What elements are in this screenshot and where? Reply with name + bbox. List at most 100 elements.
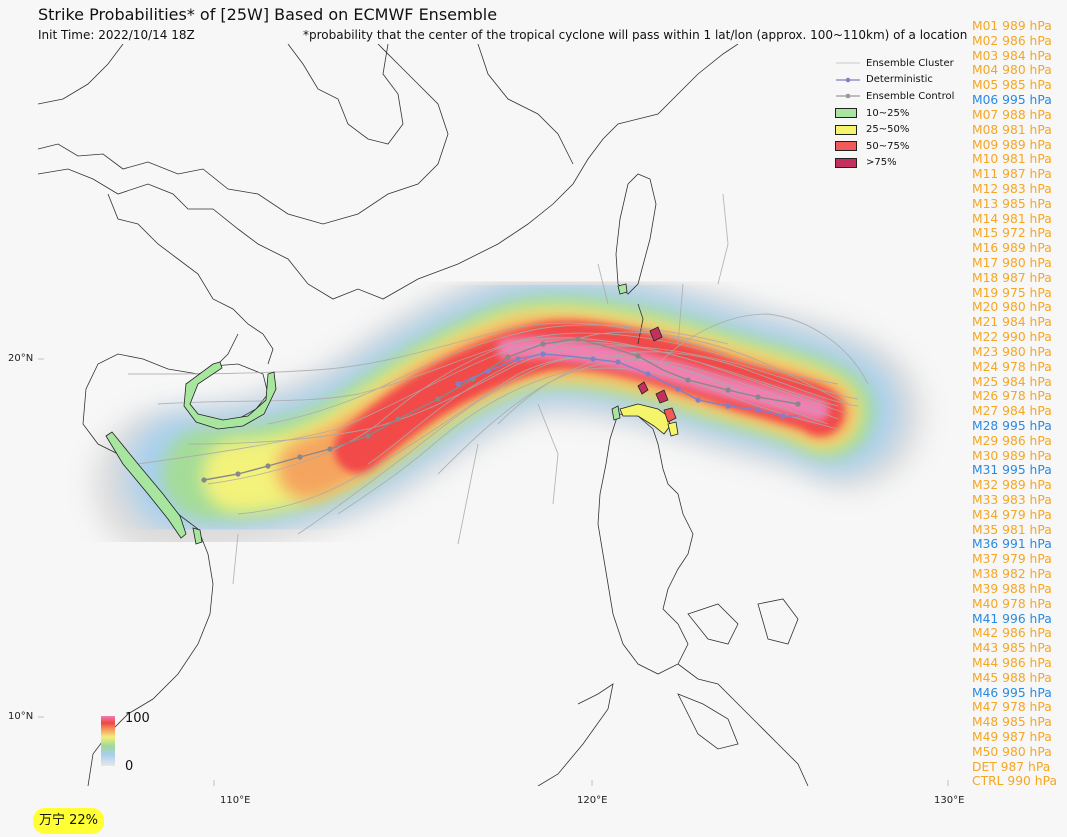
legend-label: 50~75%: [866, 140, 910, 152]
member-pressure-item: M46 995 hPa: [972, 685, 1052, 700]
legend-label: 10~25%: [866, 107, 910, 119]
member-pressure-item: M17 980 hPa: [972, 256, 1052, 270]
member-pressure-item: M01 989 hPa: [972, 19, 1052, 33]
track-point: [365, 433, 371, 439]
member-pressure-item: M35 981 hPa: [972, 522, 1052, 537]
track-point: [540, 351, 546, 357]
track-point: [435, 396, 441, 402]
member-pressure-item: M25 984 hPa: [972, 374, 1052, 389]
member-pressure-item: M32 989 hPa: [972, 478, 1052, 493]
ensemble-control-track: [201, 336, 801, 483]
member-pressure-item: M31 995 hPa: [972, 463, 1052, 478]
member-pressure-item: CTRL 990 hPa: [972, 774, 1057, 789]
legend-label: Ensemble Cluster: [866, 57, 954, 69]
deterministic-track: [455, 351, 798, 419]
member-pressure-item: M18 987 hPa: [972, 270, 1052, 285]
member-pressure-item: M37 979 hPa: [972, 552, 1052, 567]
track-point: [725, 403, 731, 409]
track-point: [675, 386, 681, 392]
track-point: [485, 368, 491, 374]
track-point: [505, 354, 511, 360]
track-point: [235, 471, 241, 477]
member-pressure-item: M09 989 hPa: [972, 137, 1052, 152]
legend-line-symbol: [835, 90, 861, 102]
track-point: [515, 356, 521, 362]
member-pressure-item: M33 983 hPa: [972, 493, 1052, 507]
legend-item: Ensemble Control: [835, 88, 957, 105]
member-pressure-item: M41 996 hPa: [972, 611, 1052, 626]
track-point: [590, 356, 596, 362]
colorbar-min-label: 0: [125, 759, 134, 774]
init-time: Init Time: 2022/10/14 18Z: [38, 28, 195, 42]
track-point: [780, 413, 786, 419]
member-pressure-item: M43 985 hPa: [972, 641, 1052, 656]
track-point: [725, 387, 731, 393]
member-pressure-item: M42 986 hPa: [972, 626, 1052, 641]
member-pressure-item: M45 988 hPa: [972, 670, 1052, 685]
legend-item: Deterministic: [835, 72, 957, 89]
coastlines: [38, 44, 809, 786]
track-point: [201, 477, 207, 483]
member-pressure-item: M27 984 hPa: [972, 404, 1052, 419]
legend-item: 50~75%: [835, 138, 957, 155]
member-pressure-item: M14 981 hPa: [972, 211, 1052, 226]
track-point: [297, 454, 303, 460]
member-pressure-item: DET 987 hPa: [972, 759, 1051, 774]
member-pressure-item: M05 985 hPa: [972, 78, 1052, 93]
legend-label: Deterministic: [866, 74, 933, 86]
member-pressure-item: M22 990 hPa: [972, 330, 1052, 345]
member-pressure-item: M16 989 hPa: [972, 241, 1052, 256]
track-point: [395, 416, 401, 422]
lon-label-120e: 120°E: [577, 795, 608, 806]
lat-grid-ticks: [38, 358, 949, 786]
member-pressure-item: M39 988 hPa: [972, 581, 1052, 596]
member-pressure-item: M30 989 hPa: [972, 448, 1052, 463]
track-point: [755, 394, 761, 400]
location-probability-badge: 万宁 22%: [33, 808, 105, 834]
member-pressure-item: M24 978 hPa: [972, 359, 1052, 374]
member-pressure-item: M34 979 hPa: [972, 507, 1052, 522]
member-pressure-item: M11 987 hPa: [972, 167, 1052, 182]
lat-label-20n: 20°N: [8, 353, 34, 364]
member-pressure-item: M26 978 hPa: [972, 389, 1052, 404]
colorbar-max-label: 100: [125, 711, 150, 726]
member-pressure-item: M36 991 hPa: [972, 537, 1052, 552]
track-point: [755, 407, 761, 413]
legend-label: 25~50%: [866, 124, 910, 136]
member-pressure-item: M13 985 hPa: [972, 196, 1052, 211]
member-pressure-item: M23 980 hPa: [972, 344, 1052, 359]
legend-swatch: [835, 107, 861, 119]
member-pressure-item: M19 975 hPa: [972, 285, 1052, 300]
legend-item: 10~25%: [835, 105, 957, 122]
track-point: [575, 336, 581, 342]
lon-label-110e: 110°E: [220, 795, 251, 806]
track-point: [645, 371, 651, 377]
probability-swath: [93, 264, 923, 559]
legend-item: >75%: [835, 155, 957, 172]
map-legend: Ensemble Cluster Deterministic Ensemble Co…: [835, 55, 957, 171]
member-pressure-item: M07 988 hPa: [972, 107, 1052, 122]
legend-line-symbol: [835, 57, 861, 69]
member-pressure-item: M15 972 hPa: [972, 226, 1052, 241]
track-point: [455, 381, 461, 387]
member-pressure-item: M12 983 hPa: [972, 181, 1052, 196]
strike-probability-map[interactable]: [38, 44, 966, 786]
member-pressure-item: M48 985 hPa: [972, 715, 1052, 730]
lon-label-130e: 130°E: [934, 795, 965, 806]
member-pressure-item: M10 981 hPa: [972, 152, 1052, 167]
lat-label-10n: 10°N: [8, 711, 34, 722]
member-pressure-item: M29 986 hPa: [972, 433, 1052, 448]
member-pressure-item: M40 978 hPa: [972, 596, 1052, 611]
track-point: [795, 401, 801, 407]
member-pressure-item: M21 984 hPa: [972, 315, 1052, 330]
map-title: Strike Probabilities* of [25W] Based on …: [38, 5, 498, 24]
member-pressure-item: M50 980 hPa: [972, 744, 1052, 759]
member-pressure-item: M03 984 hPa: [972, 48, 1052, 63]
track-point: [540, 341, 546, 347]
track-point: [695, 397, 701, 403]
probability-colorbar: [101, 716, 115, 766]
legend-item: 25~50%: [835, 121, 957, 138]
track-point: [265, 463, 271, 469]
member-pressure-item: M06 995 hPa: [972, 93, 1052, 108]
member-pressure-item: M20 980 hPa: [972, 300, 1052, 315]
